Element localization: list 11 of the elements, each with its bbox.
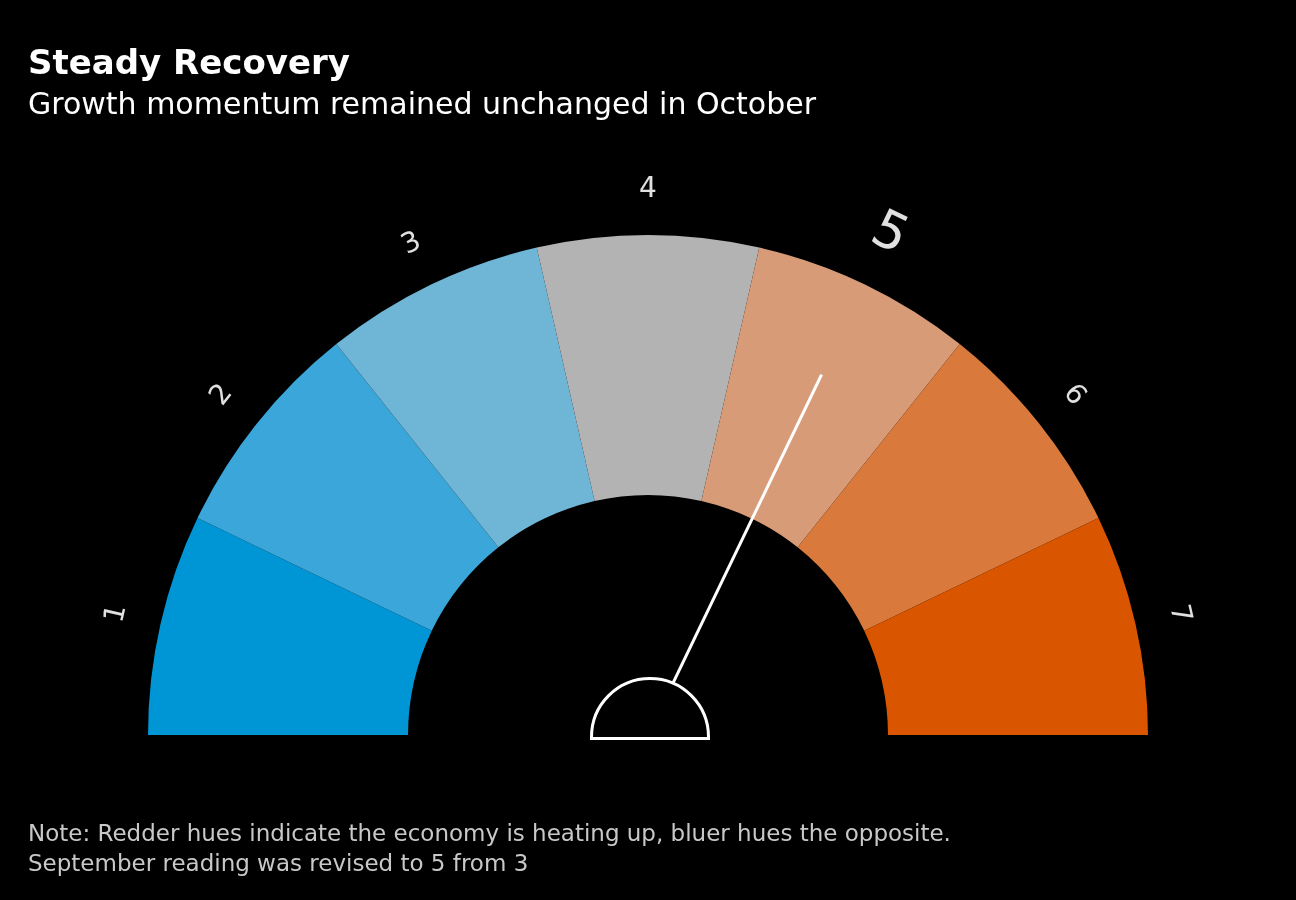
chart-subtitle: Growth momentum remained unchanged in October	[28, 86, 817, 121]
slice-label: 4	[639, 171, 657, 205]
slice-label: 3	[395, 223, 426, 261]
slice-label: 1	[96, 600, 133, 626]
slice-label: 5	[862, 196, 919, 266]
slice-label: 6	[1057, 376, 1095, 412]
chart-title: Steady Recovery	[28, 42, 350, 82]
text: September reading was revised to 5 from 3	[28, 849, 530, 878]
slice-label: 2	[201, 376, 239, 412]
text: Note: Redder hues indicate the economy is heating up, bluer hues the opposite.	[28, 819, 951, 848]
slice-label: 7	[1163, 600, 1200, 626]
